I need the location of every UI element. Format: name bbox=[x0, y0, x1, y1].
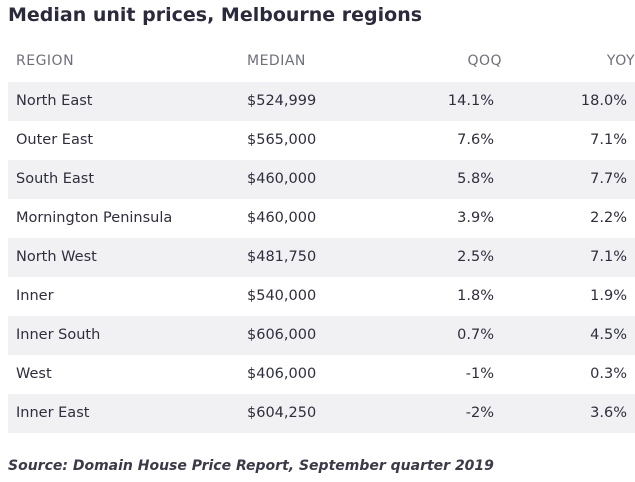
table-cell: $406,000 bbox=[247, 366, 317, 382]
column-header: MEDIAN bbox=[247, 53, 306, 69]
table-cell: Inner South bbox=[16, 327, 101, 343]
table-cell: 5.8% bbox=[457, 171, 494, 187]
column-header: QOQ bbox=[467, 53, 502, 69]
table-cell: Inner East bbox=[16, 405, 90, 421]
table-cell: South East bbox=[16, 171, 95, 187]
table-cell: 18.0% bbox=[580, 93, 627, 109]
table-cell: North East bbox=[16, 93, 93, 109]
table-row: Inner South $606,000 0.7% 4.5% bbox=[8, 316, 635, 355]
table-cell: Mornington Peninsula bbox=[16, 210, 173, 226]
table-cell: 1.8% bbox=[457, 288, 494, 304]
table-cell: -1% bbox=[465, 366, 494, 382]
table-cell: 4.5% bbox=[590, 327, 627, 343]
table-cell: North West bbox=[16, 249, 97, 265]
table-cell: 2.2% bbox=[590, 210, 627, 226]
table-cell: $460,000 bbox=[247, 210, 317, 226]
table-row: Outer East $565,000 7.6% 7.1% bbox=[8, 121, 635, 160]
table-cell: Inner bbox=[16, 288, 54, 304]
table-cell: 0.7% bbox=[457, 327, 494, 343]
table-cell: 1.9% bbox=[590, 288, 627, 304]
table-cell: 7.1% bbox=[590, 132, 627, 148]
table-cell: $540,000 bbox=[247, 288, 317, 304]
table-cell: West bbox=[16, 366, 52, 382]
table-row: Inner East $604,250 -2% 3.6% bbox=[8, 394, 635, 433]
table-cell: $481,750 bbox=[247, 249, 317, 265]
title: Median unit prices, Melbourne regions bbox=[8, 4, 423, 26]
table-cell: 7.7% bbox=[590, 171, 627, 187]
table-cell: 2.5% bbox=[457, 249, 494, 265]
table-cell: $606,000 bbox=[247, 327, 317, 343]
table-row: North West $481,750 2.5% 7.1% bbox=[8, 238, 635, 277]
table-cell: -2% bbox=[465, 405, 494, 421]
column-header: YOY bbox=[606, 53, 635, 69]
table-row: Mornington Peninsula $460,000 3.9% 2.2% bbox=[8, 199, 635, 238]
table-cell: 0.3% bbox=[590, 366, 627, 382]
table-row: South East $460,000 5.8% 7.7% bbox=[8, 160, 635, 199]
table-cell: 14.1% bbox=[447, 93, 494, 109]
column-header: REGION bbox=[16, 53, 75, 69]
table-cell: 3.6% bbox=[590, 405, 627, 421]
table-cell: $460,000 bbox=[247, 171, 317, 187]
table-cell: 7.1% bbox=[590, 249, 627, 265]
table-row: West $406,000 -1% 0.3% bbox=[8, 355, 635, 394]
table-cell: Outer East bbox=[16, 132, 94, 148]
table-cell: 7.6% bbox=[457, 132, 494, 148]
table-row: North East $524,999 14.1% 18.0% bbox=[8, 82, 635, 121]
table-cell: $524,999 bbox=[247, 93, 317, 109]
table-cell: 3.9% bbox=[457, 210, 494, 226]
table-cell: $565,000 bbox=[247, 132, 317, 148]
table-row: Inner $540,000 1.8% 1.9% bbox=[8, 277, 635, 316]
source-note: Source: Domain House Price Report, Septe… bbox=[8, 458, 494, 474]
table-cell: $604,250 bbox=[247, 405, 317, 421]
